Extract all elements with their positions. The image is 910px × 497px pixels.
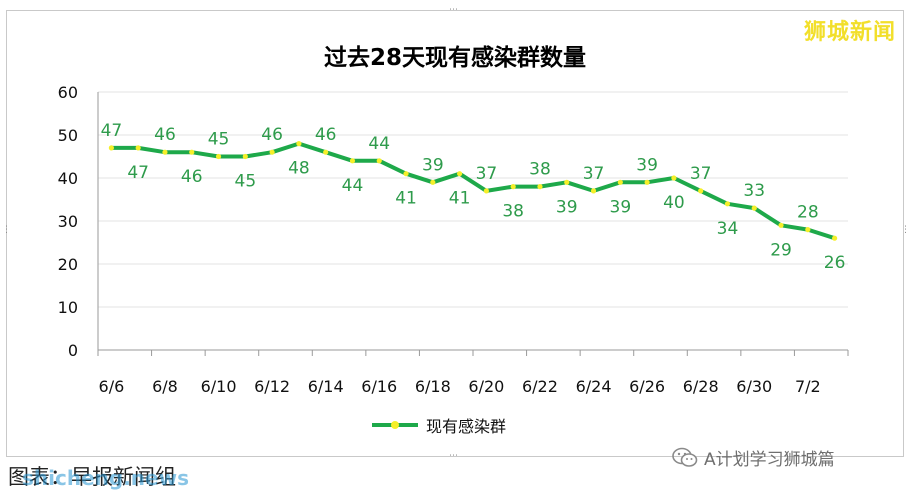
y-tick-label: 10	[58, 298, 78, 317]
data-label: 33	[743, 181, 765, 201]
data-point	[296, 141, 302, 147]
y-tick-label: 60	[58, 83, 78, 102]
data-label: 37	[583, 164, 605, 184]
data-point	[778, 222, 784, 228]
chart-frame	[6, 10, 904, 457]
x-tick-label: 6/6	[99, 377, 125, 396]
data-label: 28	[797, 203, 819, 223]
x-tick-label: 6/10	[201, 377, 237, 396]
data-label: 44	[368, 134, 390, 154]
data-label: 47	[101, 121, 123, 141]
resize-handle-right[interactable]: ⋮	[901, 225, 910, 235]
data-point	[269, 149, 275, 155]
brand-logo-text: 狮城新闻	[803, 20, 896, 45]
data-point	[590, 188, 597, 194]
data-label: 46	[154, 125, 176, 145]
resize-handle-left[interactable]: ⋮	[2, 225, 11, 235]
y-tick-label: 50	[58, 126, 78, 145]
url-watermark: shicheng.news	[22, 466, 189, 490]
data-point	[537, 184, 543, 190]
data-label: 29	[770, 240, 792, 260]
data-label: 34	[717, 219, 739, 239]
data-point	[403, 171, 409, 177]
data-point	[376, 158, 382, 164]
series-line	[111, 141, 836, 241]
legend-label: 现有感染群	[426, 417, 507, 436]
data-label: 41	[395, 189, 417, 209]
data-point	[483, 188, 489, 194]
x-tick-label: 6/26	[629, 377, 665, 396]
data-label: 47	[127, 163, 149, 183]
data-point	[215, 153, 222, 160]
y-tick-label: 20	[58, 255, 78, 274]
x-tick-label: 6/28	[683, 377, 719, 396]
data-label: 39	[556, 197, 578, 217]
data-label: 37	[690, 164, 712, 184]
x-tick-label: 6/16	[361, 377, 397, 396]
data-label: 46	[261, 125, 283, 145]
data-point	[108, 145, 114, 151]
data-point	[189, 149, 195, 155]
x-tick-label: 7/2	[795, 377, 821, 396]
data-label: 26	[824, 253, 846, 273]
chart-title: 过去28天现有感染群数量	[323, 45, 586, 71]
data-label: 40	[663, 193, 685, 213]
y-tick-label: 40	[58, 169, 78, 188]
data-point	[617, 179, 623, 185]
data-point	[242, 153, 248, 160]
data-label: 39	[636, 155, 658, 175]
data-label: 45	[208, 130, 230, 150]
x-tick-label: 6/22	[522, 377, 558, 396]
legend-swatch	[372, 421, 418, 429]
x-tick-label: 6/30	[736, 377, 772, 396]
data-point	[349, 158, 356, 164]
data-point	[805, 227, 811, 233]
data-point	[510, 184, 516, 190]
data-label: 38	[502, 202, 524, 222]
x-tick-label: 6/18	[415, 377, 451, 396]
data-label: 48	[288, 159, 310, 179]
data-label: 41	[449, 189, 471, 209]
data-point	[698, 188, 704, 194]
data-point	[751, 205, 757, 211]
source-watermark: A计划学习狮城篇	[672, 445, 835, 470]
data-label: 46	[181, 167, 203, 187]
y-tick-label: 0	[68, 341, 78, 360]
data-point	[832, 235, 838, 241]
data-label: 44	[342, 176, 364, 196]
data-label: 46	[315, 125, 337, 145]
watermark-text: A计划学习狮城篇	[704, 450, 835, 470]
x-tick-label: 6/12	[254, 377, 290, 396]
data-point	[162, 149, 168, 155]
data-label: 37	[476, 164, 498, 184]
y-tick-label: 30	[58, 212, 78, 231]
chart-legend: 现有感染群	[372, 413, 506, 437]
x-tick-label: 6/14	[308, 377, 344, 396]
resize-handle-top[interactable]: ⋯	[449, 5, 458, 15]
x-tick-label: 6/20	[468, 377, 504, 396]
wechat-icon	[672, 447, 698, 467]
x-tick-label: 6/24	[576, 377, 612, 396]
data-point	[430, 179, 436, 185]
data-label: 39	[422, 155, 444, 175]
data-label: 39	[610, 197, 632, 217]
data-point	[564, 179, 570, 185]
data-point	[644, 179, 650, 185]
resize-handle-bottom[interactable]: ⋯	[449, 451, 458, 461]
data-label: 38	[529, 160, 551, 180]
data-point	[724, 201, 731, 207]
figure-caption: 图表：早报新闻组	[8, 465, 176, 489]
data-point	[671, 175, 677, 181]
data-point	[457, 171, 463, 177]
data-label: 45	[235, 172, 257, 192]
data-point	[135, 145, 141, 151]
x-tick-label: 6/8	[152, 377, 178, 396]
data-point	[323, 149, 329, 155]
